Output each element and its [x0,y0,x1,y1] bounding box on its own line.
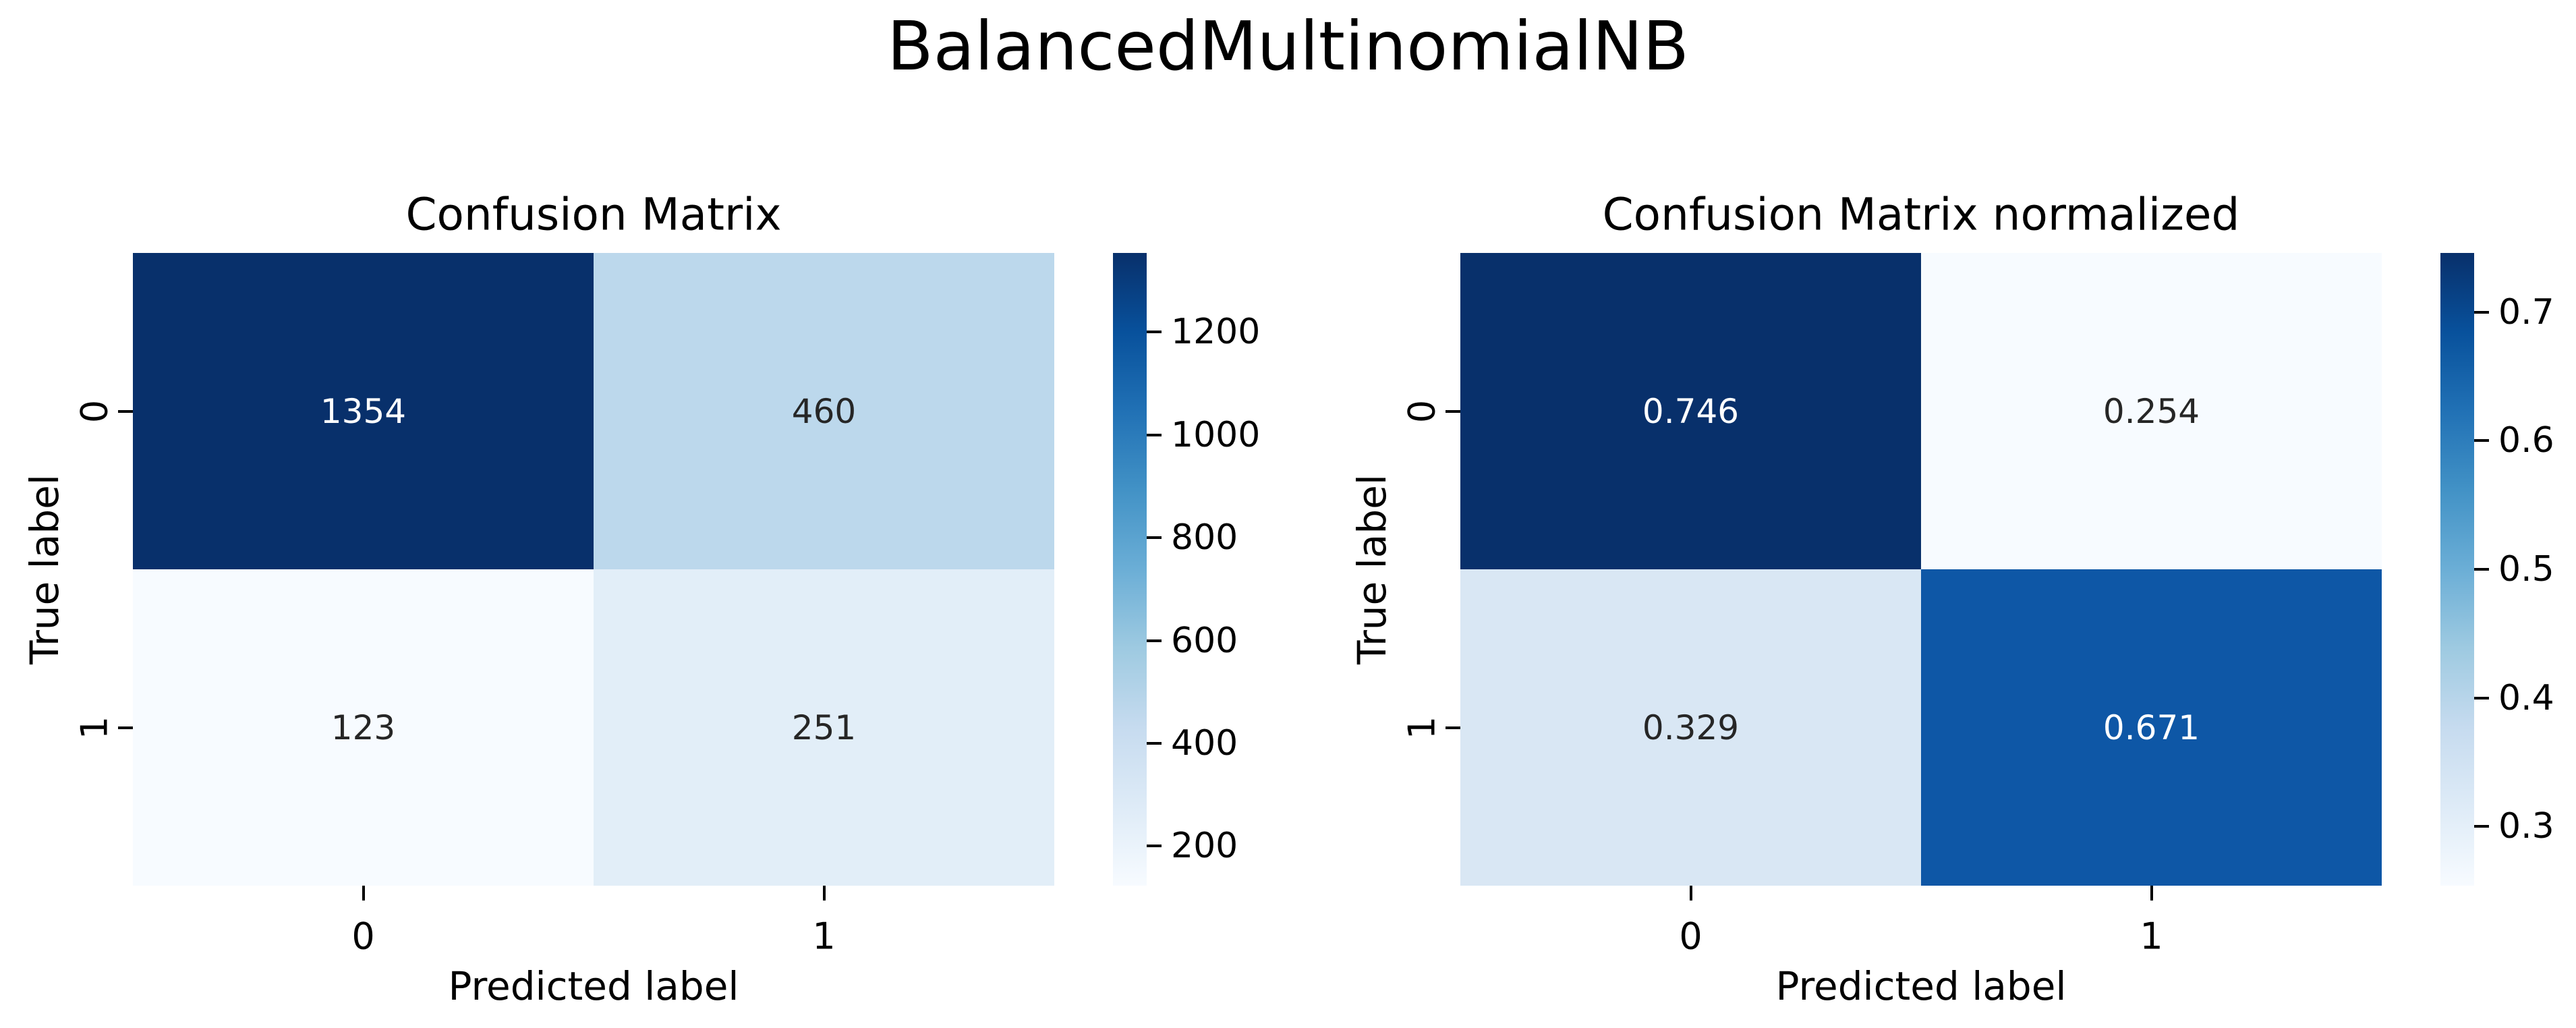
heatmap-cell: 460 [594,253,1054,569]
heatmap-cell: 251 [594,569,1054,886]
colorbar-tick-mark [1147,331,1162,334]
colorbar-tick-label: 0.7 [2498,291,2554,333]
x-axis-label: Predicted label [448,963,739,1009]
colorbar-tick-mark [1147,741,1162,745]
colorbar-tick-label: 0.5 [2498,549,2554,590]
y-tick-mark [118,726,133,729]
colorbar-tick-mark [2474,439,2489,442]
cell-annotation: 0.746 [1642,391,1740,431]
heatmap-cell: 0.671 [1921,569,2382,886]
y-tick-label: 0 [1400,399,1443,423]
colorbar-tick-mark [1147,845,1162,848]
colorbar-tick-mark [2474,825,2489,828]
subplot-title: Confusion Matrix [405,188,782,241]
colorbar-tick-mark [2474,696,2489,699]
x-tick-label: 0 [1679,915,1702,958]
x-tick-label: 1 [812,915,836,958]
heatmap-cell: 1354 [133,253,594,569]
colorbar-tick-mark [2474,568,2489,571]
x-tick-mark [2150,886,2153,901]
colorbar-tick-label: 1200 [1171,312,1261,353]
cell-annotation: 0.329 [1642,708,1740,747]
colorbar-tick-label: 800 [1171,517,1238,559]
colorbar-gradient [1113,253,1147,886]
colorbar-tick-label: 1000 [1171,414,1261,455]
colorbar-tick-label: 600 [1171,620,1238,661]
colorbar-tick-mark [1147,536,1162,540]
colorbar-tick-label: 0.6 [2498,420,2554,461]
x-tick-mark [362,886,365,901]
colorbar-tick-mark [1147,639,1162,642]
y-tick-mark [118,409,133,413]
heatmap-cell: 0.746 [1460,253,1921,569]
cell-annotation: 251 [791,708,857,747]
colorbar-tick-label: 0.3 [2498,806,2554,847]
y-axis-label: True label [1349,474,1395,664]
colorbar-tick-label: 0.4 [2498,677,2554,718]
x-tick-label: 0 [351,915,375,958]
x-tick-label: 1 [2140,915,2163,958]
figure-title: BalancedMultinomialNB [887,7,1689,86]
colorbar-tick-label: 400 [1171,722,1238,764]
x-tick-mark [822,886,826,901]
colorbar-tick-mark [2474,310,2489,314]
heatmap-cell: 123 [133,569,594,886]
heatmap-cell: 0.329 [1460,569,1921,886]
colorbar-gradient [2440,253,2474,886]
cell-annotation: 1354 [320,391,407,431]
heatmap-cell: 0.254 [1921,253,2382,569]
y-tick-mark [1446,409,1460,413]
cell-annotation: 460 [791,391,857,431]
subplot-title: Confusion Matrix normalized [1602,188,2240,241]
cell-annotation: 0.671 [2102,708,2200,747]
colorbar-tick-mark [1147,433,1162,436]
cell-annotation: 0.254 [2102,391,2200,431]
y-tick-label: 1 [1400,716,1443,739]
x-tick-mark [1689,886,1692,901]
cell-annotation: 123 [331,708,396,747]
colorbar-tick-label: 200 [1171,826,1238,867]
y-tick-mark [1446,726,1460,729]
x-axis-label: Predicted label [1775,963,2067,1009]
